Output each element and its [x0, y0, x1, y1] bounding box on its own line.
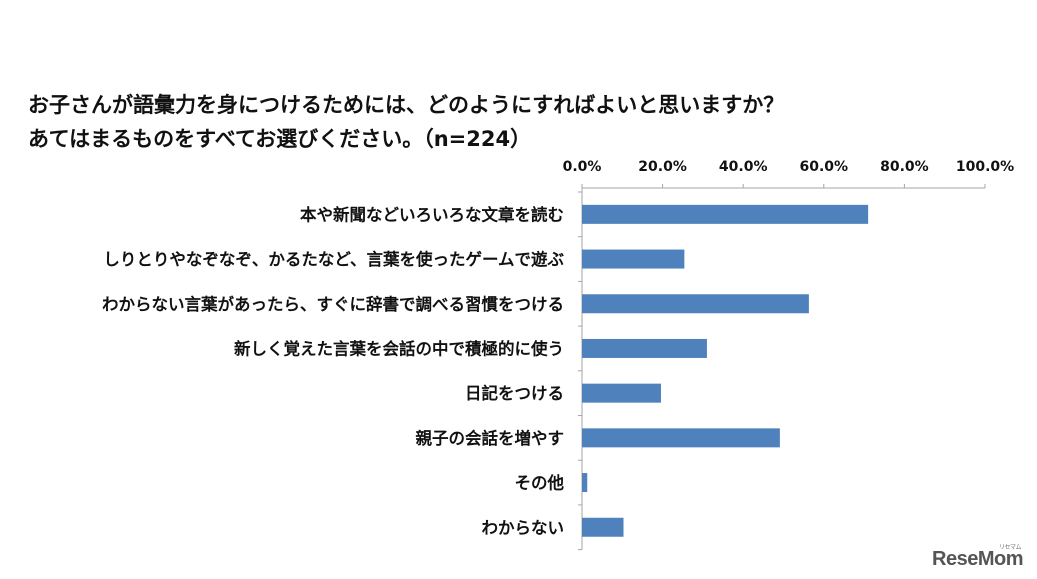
category-label: わからない [482, 518, 565, 537]
x-tick-label: 60.0% [800, 159, 849, 175]
category-label: その他 [515, 473, 565, 493]
chart-title-line-2: あてはまるものをすべてお選びください。（n=224） [28, 127, 532, 151]
x-tick-label: 100.0% [956, 159, 1014, 175]
x-tick-label: 20.0% [638, 159, 687, 175]
bar [582, 517, 624, 537]
category-label: 新しく覚えた言葉を会話の中で積極的に使う [234, 338, 564, 358]
bar [582, 428, 780, 448]
x-tick-label: 0.0% [563, 159, 602, 175]
x-tick-label: 40.0% [719, 159, 768, 175]
category-label: 親子の会話を増やす [416, 428, 565, 448]
bar [582, 294, 809, 314]
resemom-logo: ReseMom リセマム [932, 545, 1023, 571]
chart-title-line-1: お子さんが語彙力を身につけるためには、どのようにすればよいと思いますか？ [28, 93, 785, 117]
logo-subtext: リセマム [998, 545, 1022, 551]
bar [582, 338, 707, 358]
bar [582, 204, 869, 224]
logo-text: ReseMom [932, 548, 1023, 570]
category-label: 本や新聞などいろいろな文章を読む [300, 204, 564, 224]
category-label: 日記をつける [465, 383, 564, 403]
category-label: わからない言葉があったら、すぐに辞書で調べる習慣をつける [102, 294, 564, 314]
x-tick-label: 80.0% [880, 159, 929, 175]
bar [582, 473, 588, 493]
category-label: しりとりやなぞなぞ、かるたなど、言葉を使ったゲームで遊ぶ [103, 249, 564, 269]
bar [582, 383, 661, 403]
bar [582, 249, 685, 269]
chart-title: お子さんが語彙力を身につけるためには、どのようにすればよいと思いますか？ あては… [28, 88, 784, 156]
